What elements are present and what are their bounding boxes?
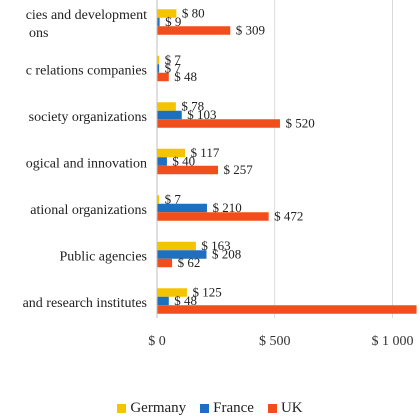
data-labels: $ 80 $ 7 $ 78 $ 117 $ 7 $ 163 $ 125 $ 9 $ 7 $ 103… <box>165 5 315 308</box>
gridlines <box>156 0 393 318</box>
bar-uk-3 <box>157 165 219 175</box>
legend-label-france: France <box>213 399 254 416</box>
x-tick-label-1: $ 500 <box>259 334 291 349</box>
category-labels: cies and development ons c relations compa… <box>23 8 148 311</box>
data-label-germany-3: $ 117 <box>191 145 220 160</box>
data-label-france-1: $ 7 <box>165 60 182 75</box>
legend: Germany France UK <box>0 398 420 418</box>
legend-swatch-france <box>200 403 210 413</box>
bar-chart: $ 80 $ 7 $ 78 $ 117 $ 7 $ 163 $ 125 $ 9 $ 7 $ 103… <box>23 0 417 349</box>
bar-germany-0 <box>157 9 177 18</box>
bar-uk-1 <box>157 72 169 82</box>
bar-france-2 <box>157 110 182 120</box>
bar-france-0 <box>157 17 160 27</box>
bar-uk-5 <box>157 258 173 268</box>
legend-swatch-uk <box>267 403 277 413</box>
category-label-0: cies and development <box>26 8 147 23</box>
category-label-5: Public agencies <box>60 250 147 265</box>
data-label-france-6: $ 48 <box>174 293 197 308</box>
category-label-3: ogical and innovation <box>26 157 147 172</box>
bar-germany-4 <box>157 195 160 204</box>
bar-france-5 <box>157 250 207 259</box>
category-label-4: ational organizations <box>30 203 147 218</box>
x-tick-labels: $ 0 $ 500 $ 1 000 <box>148 334 413 349</box>
data-label-uk-1: $ 48 <box>174 69 197 84</box>
data-label-uk-0: $ 309 <box>236 22 265 37</box>
data-label-germany-1: $ 7 <box>165 52 182 67</box>
data-label-uk-4: $ 472 <box>274 208 303 223</box>
bar-germany-5 <box>157 241 196 251</box>
data-label-uk-2: $ 520 <box>285 115 314 130</box>
data-label-uk-5: $ 62 <box>178 255 201 270</box>
bar-uk-6 <box>157 305 417 314</box>
data-label-france-2: $ 103 <box>187 107 216 122</box>
data-label-france-0: $ 9 <box>165 14 181 29</box>
bar-uk-2 <box>157 119 280 128</box>
bars <box>157 9 417 314</box>
data-label-uk-3: $ 257 <box>224 162 254 177</box>
bar-france-3 <box>157 157 167 166</box>
legend-item-germany: Germany <box>117 400 186 417</box>
data-label-germany-0: $ 80 <box>182 5 205 20</box>
data-label-germany-5: $ 163 <box>201 238 230 253</box>
category-label-0-line2: ons <box>29 26 48 41</box>
data-label-germany-6: $ 125 <box>192 284 221 299</box>
bar-france-6 <box>157 296 169 306</box>
bar-uk-0 <box>157 26 231 35</box>
bar-france-1 <box>157 64 160 73</box>
category-label-2: society organizations <box>29 110 147 125</box>
bar-germany-6 <box>157 288 187 297</box>
bar-germany-1 <box>157 55 160 65</box>
x-tick-label-2: $ 1 000 <box>372 334 414 349</box>
data-label-france-3: $ 40 <box>172 153 195 168</box>
legend-label-uk: UK <box>280 399 303 416</box>
data-label-france-4: $ 210 <box>212 200 241 215</box>
legend-swatch-germany <box>117 403 127 413</box>
legend-item-uk: UK <box>267 399 303 417</box>
category-label-6: and research institutes <box>23 296 147 311</box>
bar-germany-2 <box>157 102 176 111</box>
data-label-germany-4: $ 7 <box>165 191 182 206</box>
data-label-germany-2: $ 78 <box>181 98 204 113</box>
data-label-france-5: $ 208 <box>212 246 241 261</box>
legend-item-france: France <box>200 400 254 417</box>
bar-germany-3 <box>157 148 186 158</box>
bar-uk-4 <box>157 212 269 221</box>
x-tick-label-0: $ 0 <box>148 334 166 349</box>
bar-france-4 <box>157 203 207 213</box>
category-label-1: c relations companies <box>26 64 147 79</box>
legend-label-germany: Germany <box>130 399 187 416</box>
